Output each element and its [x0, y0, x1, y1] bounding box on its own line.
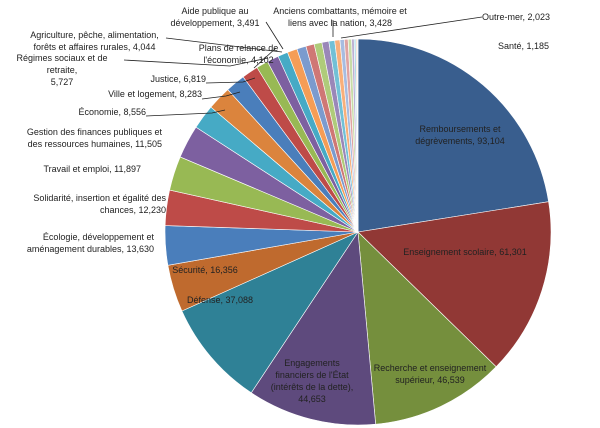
label-sante: Santé, 1,185	[498, 41, 550, 51]
label-enseignement-scolaire: Enseignement scolaire, 61,301	[403, 247, 527, 257]
label-aide-publique: Aide publique au développement, 3,491	[170, 6, 260, 28]
pie-slice-engagements-financiers-de-l-état-intérêts-de-la-dette-	[250, 231, 376, 426]
leader-line	[205, 77, 256, 84]
label-solidarite: Solidarité, insertion et égalité des cha…	[33, 193, 166, 215]
leader-line	[145, 109, 226, 117]
label-remboursements: Remboursements et dégrèvements, 93,104	[415, 124, 505, 146]
label-agriculture: Agriculture, pêche, alimentation, forêts…	[30, 30, 159, 52]
label-travail: Travail et emploi, 11,897	[43, 164, 141, 174]
label-economie: Économie, 8,556	[78, 107, 146, 117]
label-gestion-finances: Gestion des finances publiques et des re…	[26, 127, 162, 149]
pie-slice-défense	[181, 231, 359, 394]
label-outre-mer: Outre-mer, 2,023	[482, 12, 551, 22]
leader-line	[201, 91, 241, 100]
label-plans-relance: Plans de relance de l'économie, 4,102	[198, 43, 279, 65]
pie-slice-30	[356, 38, 359, 233]
pie-slice-remboursements-et-dégrèvements	[357, 38, 549, 233]
label-recherche: Recherche et enseignement supérieur, 46,…	[373, 363, 487, 385]
leader-line	[253, 47, 277, 69]
leader-line	[265, 21, 284, 50]
leader-line	[165, 37, 283, 53]
label-anciens-combattants: Anciens combattants, mémoire et liens av…	[273, 6, 407, 28]
label-regimes-sociaux: Régimes sociaux et de retraite, 5,727	[16, 53, 108, 87]
label-ville-logement: Ville et logement, 8,283	[108, 89, 202, 99]
label-engagements-financiers: Engagements financiers de l'État (intérê…	[270, 358, 354, 404]
label-justice: Justice, 6,819	[150, 74, 206, 84]
pie-slice-enseignement-scolaire	[357, 201, 552, 368]
leader-line	[123, 57, 269, 67]
label-ecologie: Écologie, développement et aménagement d…	[26, 232, 154, 254]
pie-slice-recherche-et-enseignement-supérieur	[357, 231, 497, 425]
leader-line	[340, 16, 483, 39]
label-securite: Sécurité, 16,356	[172, 265, 238, 275]
label-defense: Défense, 37,088	[186, 295, 254, 305]
